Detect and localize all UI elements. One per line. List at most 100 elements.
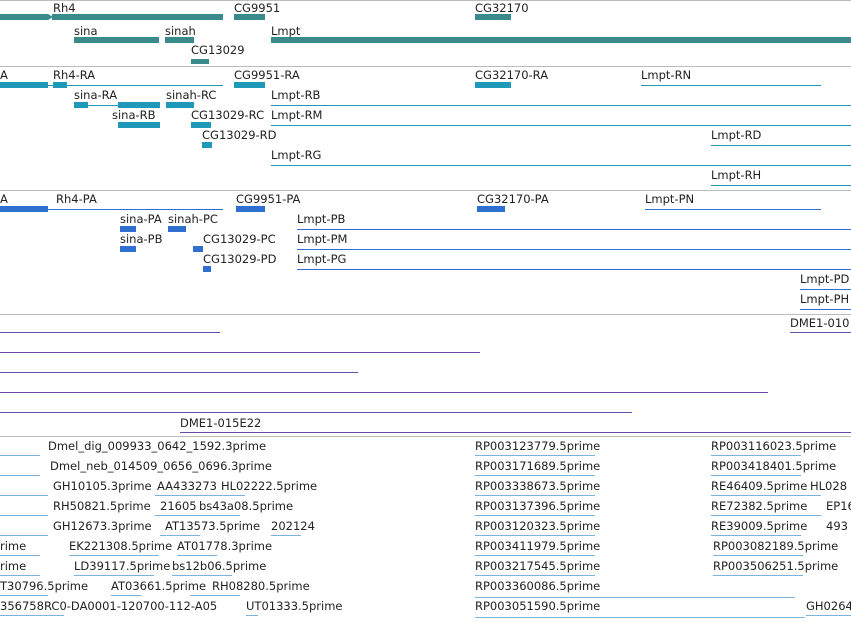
gene-label-lmpt[interactable]: Lmpt — [271, 24, 301, 38]
est-feature[interactable] — [44, 615, 64, 616]
est-label[interactable]: UT01333.5prime — [246, 599, 343, 613]
est-feature[interactable] — [475, 535, 595, 536]
transcript-label-cg13029-rc[interactable]: CG13029-RC — [191, 108, 265, 122]
protein-label-cg9951-pa[interactable]: CG9951-PA — [236, 192, 301, 206]
est-label[interactable]: Dmel_dig_009933_0642_1592.3prime — [48, 439, 267, 453]
est-feature[interactable] — [190, 595, 240, 596]
est-feature[interactable] — [475, 575, 595, 576]
est-label[interactable]: EP16 — [826, 499, 851, 513]
transcript-exon[interactable] — [191, 122, 211, 128]
transcript-label-cg32170-ra[interactable]: CG32170-RA — [475, 68, 549, 82]
est-feature[interactable] — [713, 575, 803, 576]
gene-label-cg13029[interactable]: CG13029 — [191, 43, 245, 57]
est-label[interactable]: HL02222.5prime — [221, 479, 318, 493]
est-label[interactable]: AT03661.5prime — [111, 579, 207, 593]
est-label[interactable]: GH0264 — [806, 599, 851, 613]
est-label[interactable]: RP003137396.5prime — [475, 499, 601, 513]
est-feature[interactable] — [155, 515, 240, 516]
clone-feature[interactable] — [0, 392, 768, 393]
transcript-exon[interactable] — [166, 102, 194, 108]
transcript-exon[interactable] — [118, 122, 160, 128]
est-label[interactable]: RP003116023.5prime — [711, 439, 837, 453]
est-label[interactable]: AT13573.5prime — [165, 519, 261, 533]
est-feature[interactable] — [0, 515, 48, 516]
transcript-exon[interactable] — [118, 102, 160, 108]
est-label[interactable]: RP003120323.5prime — [475, 519, 601, 533]
transcript-label-cg9951-ra[interactable]: CG9951-RA — [234, 68, 300, 82]
gene-feature-cg13029[interactable] — [191, 59, 209, 64]
gene-feature-sinah[interactable] — [165, 37, 194, 43]
clone-label-dme1-015e22[interactable]: DME1-015E22 — [180, 416, 262, 430]
protein-feature[interactable] — [120, 226, 136, 232]
protein-feature[interactable] — [477, 206, 505, 212]
est-label[interactable]: RC0-DA0001-120700-112-A05 — [44, 599, 218, 613]
protein-feature[interactable] — [203, 266, 211, 272]
est-label[interactable]: RP003082189.5prime — [713, 539, 839, 553]
est-feature[interactable] — [0, 475, 40, 476]
est-label[interactable]: RP003411979.5prime — [475, 539, 601, 553]
est-feature[interactable] — [74, 575, 154, 576]
est-label[interactable]: 493 — [826, 519, 848, 533]
gene-feature-sina[interactable] — [74, 37, 159, 43]
est-label[interactable]: 356758 — [0, 599, 44, 613]
est-feature[interactable] — [172, 575, 232, 576]
est-feature[interactable] — [0, 555, 40, 556]
gene-label-cg9951[interactable]: CG9951 — [234, 1, 281, 15]
transcript-label-sina-rb[interactable]: sina-RB — [112, 108, 156, 122]
protein-label-a[interactable]: A — [0, 192, 8, 206]
clone-feature[interactable] — [0, 412, 632, 413]
est-label[interactable]: RP003123779.5prime — [475, 439, 601, 453]
protein-label-sina-pa[interactable]: sina-PA — [120, 212, 162, 226]
gene-feature-lmpt[interactable] — [271, 37, 851, 43]
clone-label-dme1-010[interactable]: DME1-010 — [790, 316, 850, 330]
est-feature[interactable] — [806, 615, 851, 616]
est-feature[interactable] — [111, 595, 141, 596]
est-feature[interactable] — [246, 615, 258, 616]
est-label[interactable]: T30796.5prime — [0, 579, 89, 593]
clone-feature[interactable] — [0, 372, 358, 373]
est-feature[interactable] — [155, 495, 245, 496]
transcript-label-a[interactable]: A — [0, 68, 8, 82]
protein-label-lmpt-pn[interactable]: Lmpt-PN — [645, 192, 695, 206]
gene-label-rh4[interactable]: Rh4 — [53, 1, 76, 15]
est-feature[interactable] — [475, 475, 595, 476]
protein-label-lmpt-pb[interactable]: Lmpt-PB — [297, 212, 346, 226]
protein-feature[interactable] — [236, 206, 265, 212]
protein-label-rh4-pa[interactable]: Rh4-PA — [56, 192, 97, 206]
transcript-label-lmpt-rg[interactable]: Lmpt-RG — [271, 148, 322, 162]
gene-feature-rh4[interactable] — [52, 14, 223, 20]
est-label[interactable]: Dmel_neb_014509_0656_0696.3prime — [50, 459, 272, 473]
est-label[interactable]: RH50821.5prime — [53, 499, 151, 513]
est-label[interactable]: 202124 — [271, 519, 315, 533]
est-label[interactable]: RP003171689.5prime — [475, 459, 601, 473]
est-label[interactable]: GH12673.3prime — [53, 519, 152, 533]
clone-feature[interactable] — [180, 432, 851, 433]
transcript-label-sinah-rc[interactable]: sinah-RC — [166, 88, 217, 102]
protein-label-cg13029-pc[interactable]: CG13029-PC — [203, 232, 276, 246]
est-feature[interactable] — [0, 615, 48, 616]
est-label[interactable]: LD39117.5prime — [74, 559, 171, 573]
gene-label-sinah[interactable]: sinah — [165, 24, 196, 38]
est-label[interactable]: EK221308.5prime — [69, 539, 173, 553]
est-feature[interactable] — [177, 555, 217, 556]
est-feature[interactable] — [475, 455, 595, 456]
gene-feature-rh4[interactable] — [0, 14, 48, 20]
est-label[interactable]: bs12b06.5prime — [172, 559, 267, 573]
transcript-exon[interactable] — [202, 142, 212, 148]
est-label[interactable]: rime — [0, 539, 27, 553]
protein-feature[interactable] — [168, 226, 186, 232]
transcript-label-lmpt-rm[interactable]: Lmpt-RM — [271, 108, 323, 122]
est-label[interactable]: bs43a08.5prime — [199, 499, 294, 513]
transcript-exon[interactable] — [0, 82, 48, 88]
transcript-label-cg13029-rd[interactable]: CG13029-RD — [202, 128, 277, 142]
est-feature[interactable] — [711, 515, 821, 516]
transcript-label-lmpt-rh[interactable]: Lmpt-RH — [711, 168, 762, 182]
transcript-exon[interactable] — [74, 102, 88, 108]
est-feature[interactable] — [475, 495, 595, 496]
est-label[interactable]: HL028 — [810, 479, 848, 493]
est-label[interactable]: AA433273 — [157, 479, 217, 493]
est-feature[interactable] — [0, 535, 48, 536]
protein-label-cg13029-pd[interactable]: CG13029-PD — [203, 252, 277, 266]
est-label[interactable]: RE72382.5prime — [711, 499, 808, 513]
est-feature[interactable] — [160, 535, 200, 536]
